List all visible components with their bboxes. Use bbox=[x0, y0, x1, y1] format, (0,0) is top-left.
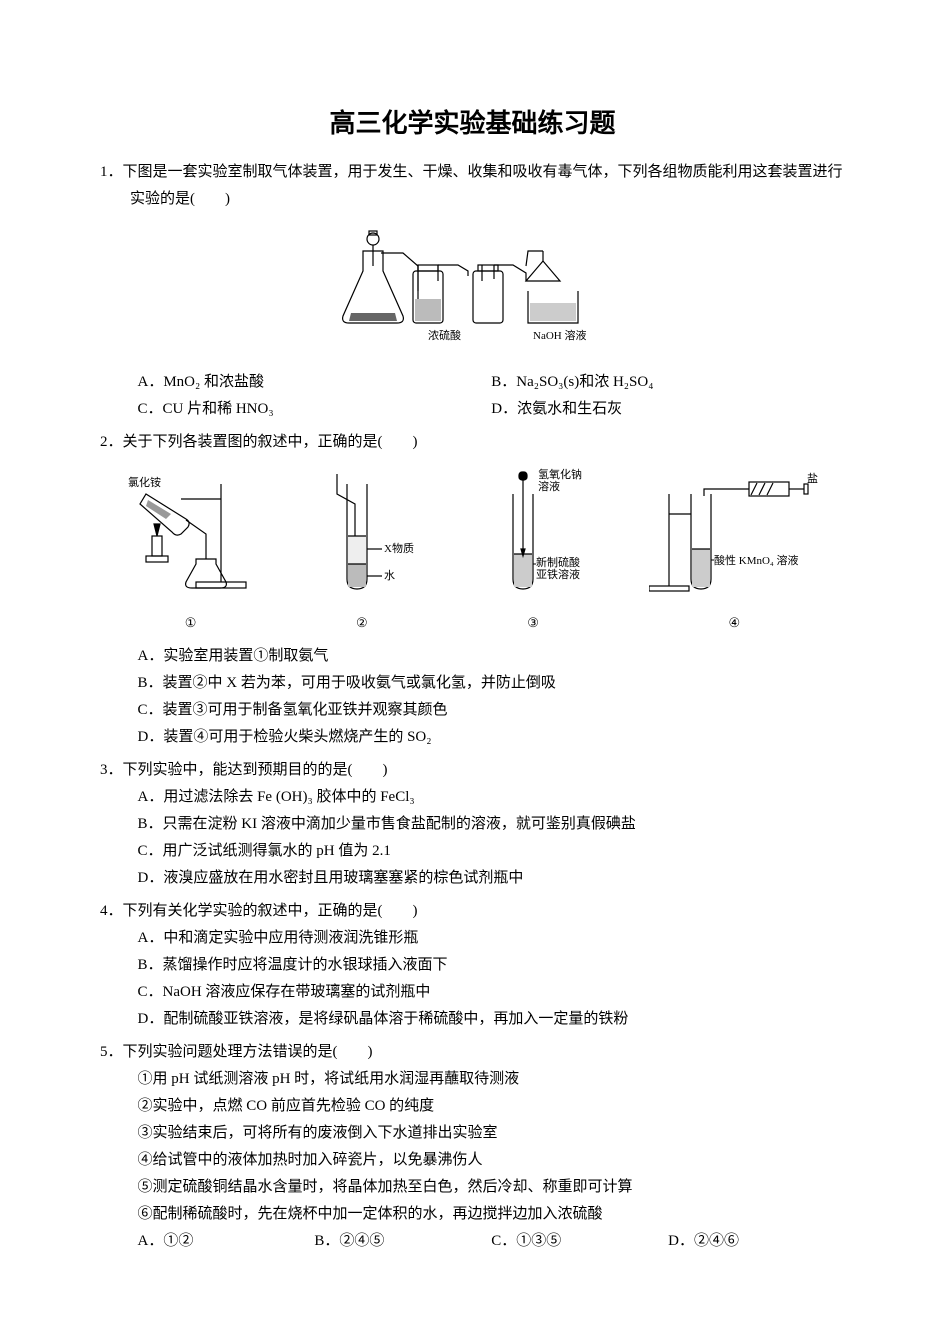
q2-fig3-label-d: 亚铁溶液 bbox=[536, 567, 580, 581]
q2-stem: 2．关于下列各装置图的叙述中，正确的是( ) bbox=[100, 429, 845, 456]
q2-fig2-label-water: 水 bbox=[384, 569, 395, 582]
question-4: 4．下列有关化学实验的叙述中，正确的是( ) A．中和滴定实验中应用待测液润洗锥… bbox=[100, 898, 845, 1033]
q4-num: 4． bbox=[100, 903, 123, 919]
q5-s3: ③实验结束后，可将所有的废液倒入下水道排出实验室 bbox=[138, 1120, 846, 1147]
q4-text: 下列有关化学实验的叙述中，正确的是( ) bbox=[123, 903, 418, 919]
q3-stem: 3．下列实验中，能达到预期目的的是( ) bbox=[100, 757, 845, 784]
q3-num: 3． bbox=[100, 762, 123, 778]
q1-fig-label-left: 浓硫酸 bbox=[428, 328, 461, 342]
q2-figure: 氯化铵 ① bbox=[100, 464, 845, 635]
q4-option-c: C．NaOH 溶液应保存在带玻璃塞的试剂瓶中 bbox=[138, 979, 846, 1006]
q2-fig4-label-a: 盐→ bbox=[807, 472, 819, 485]
q1-stem: 1．下图是一套实验室制取气体装置，用于发生、干燥、收集和吸收有毒气体，下列各组物… bbox=[100, 159, 845, 213]
q2-option-c: C．装置③可用于制备氢氧化亚铁并观察其颜色 bbox=[138, 697, 846, 724]
question-5: 5．下列实验问题处理方法错误的是( ) ①用 pH 试纸测溶液 pH 时，将试纸… bbox=[100, 1039, 845, 1255]
q1-option-d: D．浓氨水和生石灰 bbox=[491, 396, 845, 423]
q5-s5: ⑤测定硫酸铜结晶水含量时，将晶体加热至白色，然后冷却、称重即可计算 bbox=[138, 1174, 846, 1201]
q2-fig4-num: ④ bbox=[649, 611, 819, 634]
q2-option-b: B．装置②中 X 若为苯，可用于吸收氨气或氯化氢，并防止倒吸 bbox=[138, 670, 846, 697]
q3-text: 下列实验中，能达到预期目的的是( ) bbox=[123, 762, 388, 778]
q2-fig-1: 氯化铵 ① bbox=[126, 464, 256, 635]
q3-option-b: B．只需在淀粉 KI 溶液中滴加少量市售食盐配制的溶液，就可鉴别真假碘盐 bbox=[138, 811, 846, 838]
q4-option-d: D．配制硫酸亚铁溶液，是将绿矾晶体溶于稀硫酸中，再加入一定量的铁粉 bbox=[138, 1006, 846, 1033]
q2-fig3-label-b: 溶液 bbox=[538, 479, 560, 493]
q5-stem: 5．下列实验问题处理方法错误的是( ) bbox=[100, 1039, 845, 1066]
q2-fig3-label-a: 氢氧化钠 bbox=[538, 467, 582, 481]
question-1: 1．下图是一套实验室制取气体装置，用于发生、干燥、收集和吸收有毒气体，下列各组物… bbox=[100, 159, 845, 423]
q2-fig-3: 氢氧化钠 溶液 新制硫酸 亚铁溶液 ③ bbox=[468, 464, 598, 635]
q2-fig-4: 盐→ 酸性 KMnO₄ 溶液 ④ bbox=[649, 464, 819, 635]
q5-s4: ④给试管中的液体加热时加入碎瓷片，以免暴沸伤人 bbox=[138, 1147, 846, 1174]
q5-s6: ⑥配制稀硫酸时，先在烧杯中加一定体积的水，再边搅拌边加入浓硫酸 bbox=[138, 1201, 846, 1228]
q2-fig2-label-x: X物质 bbox=[384, 541, 414, 555]
q2-option-d: D．装置④可用于检验火柴头燃烧产生的 SO₂ bbox=[138, 724, 846, 751]
q5-s2: ②实验中，点燃 CO 前应首先检验 CO 的纯度 bbox=[138, 1093, 846, 1120]
q2-fig3-label-c: 新制硫酸 bbox=[536, 555, 580, 569]
q4-stem: 4．下列有关化学实验的叙述中，正确的是( ) bbox=[100, 898, 845, 925]
q1-option-c: C．CU 片和稀 HNO₃ bbox=[138, 396, 492, 423]
q2-fig3-num: ③ bbox=[468, 611, 598, 634]
q2-fig1-num: ① bbox=[126, 611, 256, 634]
q2-num: 2． bbox=[100, 434, 123, 450]
question-2: 2．关于下列各装置图的叙述中，正确的是( ) bbox=[100, 429, 845, 751]
q5-option-d: D．②④⑥ bbox=[668, 1228, 845, 1255]
q5-option-c: C．①③⑤ bbox=[491, 1228, 668, 1255]
q3-option-c: C．用广泛试纸测得氯水的 pH 值为 2.1 bbox=[138, 838, 846, 865]
q1-option-b: B．Na₂SO₃(s)和浓 H₂SO₄ bbox=[491, 369, 845, 396]
q4-option-a: A．中和滴定实验中应用待测液润洗锥形瓶 bbox=[138, 925, 846, 952]
q1-figure: 浓硫酸 NaOH 溶液 bbox=[100, 221, 845, 361]
q1-text: 下图是一套实验室制取气体装置，用于发生、干燥、收集和吸收有毒气体，下列各组物质能… bbox=[123, 164, 843, 207]
q5-option-a: A．①② bbox=[138, 1228, 315, 1255]
q2-fig4-label-b: 酸性 KMnO₄ 溶液 bbox=[714, 553, 799, 567]
q2-fig2-num: ② bbox=[307, 611, 417, 634]
q5-s1: ①用 pH 试纸测溶液 pH 时，将试纸用水润湿再蘸取待测液 bbox=[138, 1066, 846, 1093]
q3-option-d: D．液溴应盛放在用水密封且用玻璃塞塞紧的棕色试剂瓶中 bbox=[138, 865, 846, 892]
q5-text: 下列实验问题处理方法错误的是( ) bbox=[123, 1044, 373, 1060]
q3-option-a: A．用过滤法除去 Fe (OH)₃ 胶体中的 FeCl₃ bbox=[138, 784, 846, 811]
q2-text: 关于下列各装置图的叙述中，正确的是( ) bbox=[123, 434, 418, 450]
q1-fig-label-right: NaOH 溶液 bbox=[533, 328, 586, 342]
page-title: 高三化学实验基础练习题 bbox=[100, 100, 845, 147]
q1-num: 1． bbox=[100, 164, 123, 180]
q2-fig-2: X物质 水 ② bbox=[307, 464, 417, 635]
q2-fig1-label: 氯化铵 bbox=[128, 475, 161, 489]
question-3: 3．下列实验中，能达到预期目的的是( ) A．用过滤法除去 Fe (OH)₃ 胶… bbox=[100, 757, 845, 892]
q5-num: 5． bbox=[100, 1044, 123, 1060]
q5-option-b: B．②④⑤ bbox=[314, 1228, 491, 1255]
q1-option-a: A．MnO₂ 和浓盐酸 bbox=[138, 369, 492, 396]
q4-option-b: B．蒸馏操作时应将温度计的水银球插入液面下 bbox=[138, 952, 846, 979]
q2-option-a: A．实验室用装置①制取氨气 bbox=[138, 643, 846, 670]
